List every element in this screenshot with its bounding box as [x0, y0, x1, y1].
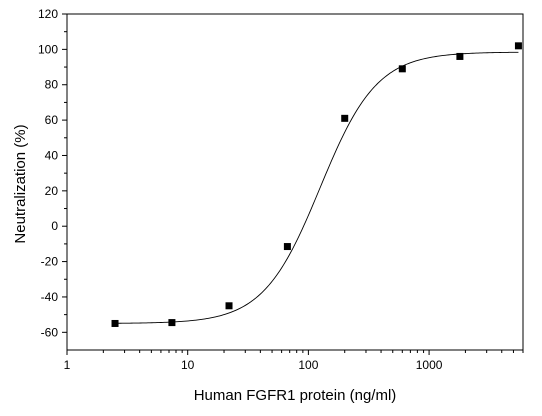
- y-tick-label: 100: [38, 42, 58, 56]
- y-axis-title: Neutralization (%): [12, 124, 29, 243]
- data-point: [168, 319, 176, 327]
- y-tick-label: -20: [41, 255, 59, 269]
- data-point: [456, 52, 464, 60]
- data-point: [225, 302, 233, 310]
- y-tick-label: 120: [38, 7, 58, 21]
- x-tick-label: 10: [181, 358, 195, 372]
- data-points: [111, 42, 522, 327]
- y-axis-ticks: -60 -40 -20 0 20 40 60 80 100 120: [38, 7, 67, 339]
- x-tick-label: 1: [64, 358, 71, 372]
- data-point: [111, 319, 119, 327]
- fit-curve: [115, 51, 519, 324]
- y-tick-label: -60: [41, 325, 59, 339]
- data-point: [514, 42, 522, 50]
- y-tick-label: 0: [51, 219, 58, 233]
- x-axis-ticks: 1 10 100 1000: [64, 350, 524, 372]
- y-tick-label: -40: [41, 290, 59, 304]
- x-tick-label: 1000: [416, 358, 443, 372]
- data-point: [283, 243, 291, 251]
- y-tick-label: 60: [45, 113, 59, 127]
- plot-frame: [66, 13, 524, 351]
- x-axis-title: Human FGFR1 protein (ng/ml): [194, 387, 397, 404]
- y-tick-label: 20: [45, 184, 59, 198]
- y-tick-label: 80: [45, 78, 59, 92]
- data-point: [341, 114, 349, 122]
- x-tick-label: 100: [298, 358, 318, 372]
- y-tick-label: 40: [45, 148, 59, 162]
- data-point: [398, 65, 406, 73]
